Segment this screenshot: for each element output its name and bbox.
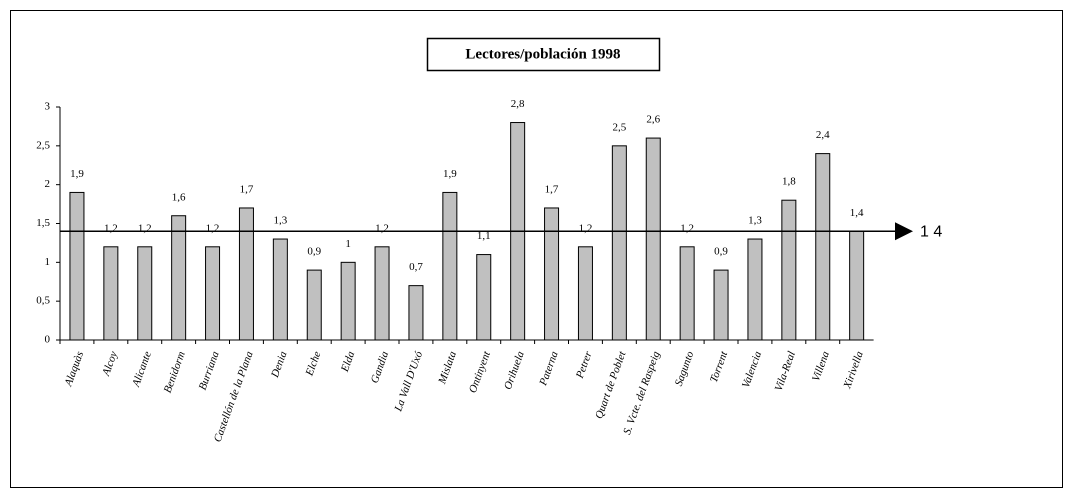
bar (205, 246, 221, 341)
bar (306, 269, 322, 341)
value-label: 1 (345, 238, 351, 250)
value-label: 0,7 (409, 261, 423, 273)
value-label: 2,4 (816, 129, 830, 141)
value-label: 1,3 (273, 215, 287, 227)
value-label: 1,3 (748, 215, 762, 227)
bar (713, 269, 729, 341)
bar (781, 199, 797, 341)
value-label: 1,7 (545, 183, 559, 195)
value-label: 1,9 (443, 168, 457, 180)
value-label: 2,6 (646, 114, 660, 126)
bar (815, 153, 831, 341)
value-label: 1,4 (850, 207, 864, 219)
value-label: 1,2 (680, 222, 694, 234)
reference-label: 1 4 (920, 223, 942, 240)
bar (577, 246, 593, 341)
value-label: 2,5 (612, 121, 626, 133)
y-tick-label: 2,5 (36, 139, 50, 151)
value-label: 1,2 (104, 222, 118, 234)
y-tick-label: 2 (45, 178, 51, 190)
bar (374, 246, 390, 341)
bar (103, 246, 119, 341)
y-tick-label: 0,5 (36, 295, 50, 307)
value-label: 1,2 (579, 222, 593, 234)
bar (544, 207, 560, 341)
bar (272, 238, 288, 341)
bar (747, 238, 763, 341)
value-label: 1,2 (138, 222, 152, 234)
bar (645, 137, 661, 341)
value-label: 2,8 (511, 98, 525, 110)
bar (171, 215, 187, 341)
value-label: 0,9 (307, 246, 321, 258)
value-label: 1,2 (206, 222, 220, 234)
value-label: 1,8 (782, 176, 796, 188)
value-label: 1,1 (477, 230, 491, 242)
bar (238, 207, 254, 341)
value-label: 0,9 (714, 246, 728, 258)
value-label: 1,2 (375, 222, 389, 234)
bar (137, 246, 153, 341)
chart-frame (10, 10, 1063, 488)
chart-title: Lectores/población 1998 (465, 46, 620, 62)
y-tick-label: 1 (45, 256, 51, 268)
bar (476, 254, 492, 341)
value-label: 1,6 (172, 191, 186, 203)
reference-arrow (895, 222, 913, 241)
bar (611, 145, 627, 341)
bar (69, 191, 85, 341)
bar (442, 191, 458, 341)
y-tick-label: 3 (45, 101, 51, 113)
bar (340, 261, 356, 341)
bar (849, 230, 865, 341)
value-label: 1,9 (70, 168, 84, 180)
bar (679, 246, 695, 341)
bar (408, 285, 424, 341)
y-tick-label: 1,5 (36, 217, 50, 229)
value-label: 1,7 (240, 183, 254, 195)
title-box (426, 37, 661, 72)
y-tick-label: 0 (45, 334, 51, 346)
